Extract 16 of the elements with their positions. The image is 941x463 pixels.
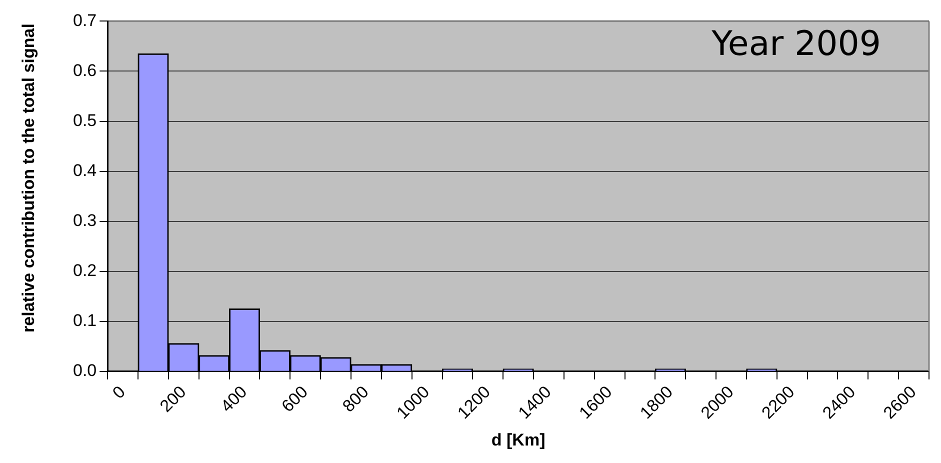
y-tick-label: 0.6 <box>72 60 97 80</box>
chart-title: Year 2009 <box>710 24 881 64</box>
y-tick-label: 0.0 <box>72 361 97 380</box>
x-tick-label: 800 <box>338 382 372 416</box>
x-tick-label: 200 <box>156 382 190 416</box>
x-tick-label: 600 <box>278 382 312 416</box>
x-axis-title: d [Km] <box>491 430 546 450</box>
y-tick-label: 0.4 <box>72 160 97 180</box>
y-axis-title: relative contribution to the total signal <box>19 22 39 334</box>
y-tick-label: 0.1 <box>72 311 97 330</box>
y-tick-label: 0.3 <box>72 211 97 230</box>
x-tick-label: 400 <box>217 382 251 416</box>
y-tick-label: 0.7 <box>72 10 97 30</box>
x-tick-label: 0 <box>108 382 129 402</box>
y-tick-label: 0.5 <box>72 110 97 130</box>
y-tick-label: 0.2 <box>72 261 97 280</box>
